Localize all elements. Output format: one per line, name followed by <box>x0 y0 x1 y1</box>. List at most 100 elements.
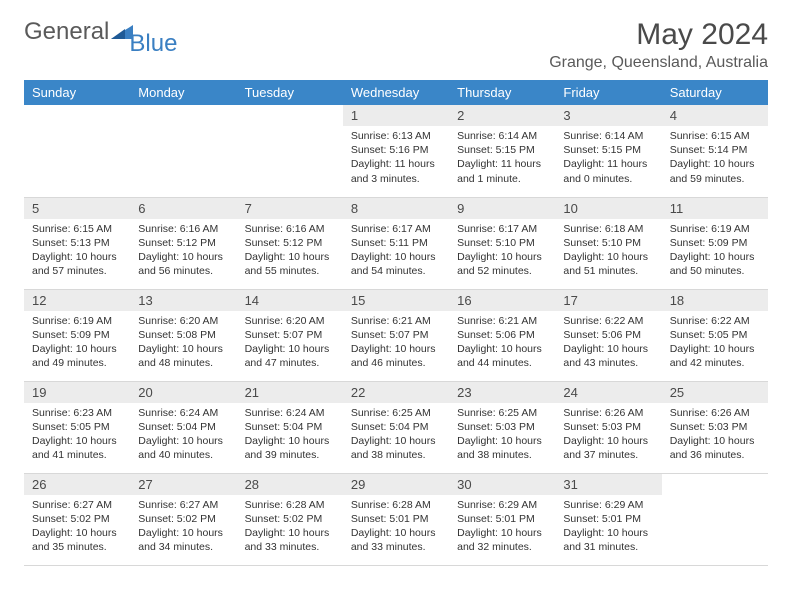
sunset-text: Sunset: 5:04 PM <box>245 420 335 434</box>
day-number: 12 <box>24 290 130 311</box>
day-number: 18 <box>662 290 768 311</box>
sunrise-text: Sunrise: 6:16 AM <box>138 222 228 236</box>
calendar-table: SundayMondayTuesdayWednesdayThursdayFrid… <box>24 80 768 566</box>
day-details: Sunrise: 6:20 AMSunset: 5:07 PMDaylight:… <box>237 311 343 374</box>
daylight-text: Daylight: 10 hours and 33 minutes. <box>351 526 441 554</box>
sunrise-text: Sunrise: 6:19 AM <box>670 222 760 236</box>
sunset-text: Sunset: 5:03 PM <box>457 420 547 434</box>
daylight-text: Daylight: 10 hours and 31 minutes. <box>563 526 653 554</box>
calendar-day-cell: 16Sunrise: 6:21 AMSunset: 5:06 PMDayligh… <box>449 289 555 381</box>
day-details: Sunrise: 6:13 AMSunset: 5:16 PMDaylight:… <box>343 126 449 189</box>
day-number: 31 <box>555 474 661 495</box>
sunrise-text: Sunrise: 6:27 AM <box>138 498 228 512</box>
day-details: Sunrise: 6:15 AMSunset: 5:14 PMDaylight:… <box>662 126 768 189</box>
day-details: Sunrise: 6:20 AMSunset: 5:08 PMDaylight:… <box>130 311 236 374</box>
sunset-text: Sunset: 5:05 PM <box>670 328 760 342</box>
calendar-day-cell: 19Sunrise: 6:23 AMSunset: 5:05 PMDayligh… <box>24 381 130 473</box>
day-header: Tuesday <box>237 80 343 105</box>
day-details: Sunrise: 6:28 AMSunset: 5:02 PMDaylight:… <box>237 495 343 558</box>
sunrise-text: Sunrise: 6:22 AM <box>670 314 760 328</box>
calendar-body: 1Sunrise: 6:13 AMSunset: 5:16 PMDaylight… <box>24 105 768 565</box>
day-details: Sunrise: 6:19 AMSunset: 5:09 PMDaylight:… <box>662 219 768 282</box>
sunset-text: Sunset: 5:15 PM <box>563 143 653 157</box>
daylight-text: Daylight: 10 hours and 49 minutes. <box>32 342 122 370</box>
daylight-text: Daylight: 10 hours and 33 minutes. <box>245 526 335 554</box>
calendar-week-row: 19Sunrise: 6:23 AMSunset: 5:05 PMDayligh… <box>24 381 768 473</box>
daylight-text: Daylight: 10 hours and 44 minutes. <box>457 342 547 370</box>
sunrise-text: Sunrise: 6:25 AM <box>351 406 441 420</box>
day-number: 25 <box>662 382 768 403</box>
sunrise-text: Sunrise: 6:17 AM <box>351 222 441 236</box>
calendar-day-cell: 31Sunrise: 6:29 AMSunset: 5:01 PMDayligh… <box>555 473 661 565</box>
daylight-text: Daylight: 10 hours and 37 minutes. <box>563 434 653 462</box>
day-details: Sunrise: 6:27 AMSunset: 5:02 PMDaylight:… <box>24 495 130 558</box>
day-number: 4 <box>662 105 768 126</box>
calendar-day-cell: 26Sunrise: 6:27 AMSunset: 5:02 PMDayligh… <box>24 473 130 565</box>
calendar-day-cell: 23Sunrise: 6:25 AMSunset: 5:03 PMDayligh… <box>449 381 555 473</box>
daylight-text: Daylight: 10 hours and 38 minutes. <box>351 434 441 462</box>
sunrise-text: Sunrise: 6:21 AM <box>457 314 547 328</box>
day-header: Monday <box>130 80 236 105</box>
sunset-text: Sunset: 5:01 PM <box>563 512 653 526</box>
calendar-week-row: 26Sunrise: 6:27 AMSunset: 5:02 PMDayligh… <box>24 473 768 565</box>
sunrise-text: Sunrise: 6:26 AM <box>563 406 653 420</box>
sunset-text: Sunset: 5:01 PM <box>457 512 547 526</box>
calendar-week-row: 5Sunrise: 6:15 AMSunset: 5:13 PMDaylight… <box>24 197 768 289</box>
calendar-day-cell: 6Sunrise: 6:16 AMSunset: 5:12 PMDaylight… <box>130 197 236 289</box>
sunrise-text: Sunrise: 6:26 AM <box>670 406 760 420</box>
sunrise-text: Sunrise: 6:19 AM <box>32 314 122 328</box>
day-number: 15 <box>343 290 449 311</box>
calendar-day-cell: 24Sunrise: 6:26 AMSunset: 5:03 PMDayligh… <box>555 381 661 473</box>
daylight-text: Daylight: 10 hours and 39 minutes. <box>245 434 335 462</box>
day-details: Sunrise: 6:26 AMSunset: 5:03 PMDaylight:… <box>555 403 661 466</box>
sunset-text: Sunset: 5:14 PM <box>670 143 760 157</box>
calendar-day-cell: 22Sunrise: 6:25 AMSunset: 5:04 PMDayligh… <box>343 381 449 473</box>
day-number: 14 <box>237 290 343 311</box>
day-details: Sunrise: 6:17 AMSunset: 5:11 PMDaylight:… <box>343 219 449 282</box>
calendar-day-cell: 4Sunrise: 6:15 AMSunset: 5:14 PMDaylight… <box>662 105 768 197</box>
daylight-text: Daylight: 10 hours and 32 minutes. <box>457 526 547 554</box>
daylight-text: Daylight: 10 hours and 56 minutes. <box>138 250 228 278</box>
calendar-day-cell: 11Sunrise: 6:19 AMSunset: 5:09 PMDayligh… <box>662 197 768 289</box>
sunset-text: Sunset: 5:03 PM <box>670 420 760 434</box>
calendar-week-row: 1Sunrise: 6:13 AMSunset: 5:16 PMDaylight… <box>24 105 768 197</box>
sunrise-text: Sunrise: 6:18 AM <box>563 222 653 236</box>
day-header: Sunday <box>24 80 130 105</box>
day-details: Sunrise: 6:22 AMSunset: 5:05 PMDaylight:… <box>662 311 768 374</box>
sunset-text: Sunset: 5:09 PM <box>32 328 122 342</box>
day-header-row: SundayMondayTuesdayWednesdayThursdayFrid… <box>24 80 768 105</box>
day-details: Sunrise: 6:25 AMSunset: 5:03 PMDaylight:… <box>449 403 555 466</box>
day-details: Sunrise: 6:21 AMSunset: 5:06 PMDaylight:… <box>449 311 555 374</box>
calendar-day-cell: 30Sunrise: 6:29 AMSunset: 5:01 PMDayligh… <box>449 473 555 565</box>
sunset-text: Sunset: 5:06 PM <box>563 328 653 342</box>
calendar-day-cell: 27Sunrise: 6:27 AMSunset: 5:02 PMDayligh… <box>130 473 236 565</box>
calendar-day-cell: 13Sunrise: 6:20 AMSunset: 5:08 PMDayligh… <box>130 289 236 381</box>
day-details: Sunrise: 6:23 AMSunset: 5:05 PMDaylight:… <box>24 403 130 466</box>
header: General Blue May 2024 Grange, Queensland… <box>24 18 768 72</box>
calendar-day-cell: 29Sunrise: 6:28 AMSunset: 5:01 PMDayligh… <box>343 473 449 565</box>
daylight-text: Daylight: 10 hours and 35 minutes. <box>32 526 122 554</box>
calendar-day-cell: 12 Sunrise: 6:19 AMSunset: 5:09 PMDayligh… <box>24 289 130 381</box>
daylight-text: Daylight: 10 hours and 34 minutes. <box>138 526 228 554</box>
day-details: Sunrise: 6:14 AMSunset: 5:15 PMDaylight:… <box>555 126 661 189</box>
daylight-text: Daylight: 10 hours and 59 minutes. <box>670 157 760 185</box>
day-number: 30 <box>449 474 555 495</box>
day-number: 10 <box>555 198 661 219</box>
day-number: 26 <box>24 474 130 495</box>
daylight-text: Daylight: 10 hours and 46 minutes. <box>351 342 441 370</box>
day-number: 6 <box>130 198 236 219</box>
day-details: Sunrise: 6:26 AMSunset: 5:03 PMDaylight:… <box>662 403 768 466</box>
day-details: Sunrise: 6:28 AMSunset: 5:01 PMDaylight:… <box>343 495 449 558</box>
sunrise-text: Sunrise: 6:21 AM <box>351 314 441 328</box>
day-details: Sunrise: 6:29 AMSunset: 5:01 PMDaylight:… <box>449 495 555 558</box>
day-number: 24 <box>555 382 661 403</box>
daylight-text: Daylight: 10 hours and 38 minutes. <box>457 434 547 462</box>
day-details: Sunrise: 6:22 AMSunset: 5:06 PMDaylight:… <box>555 311 661 374</box>
daylight-text: Daylight: 10 hours and 51 minutes. <box>563 250 653 278</box>
day-header: Saturday <box>662 80 768 105</box>
day-details: Sunrise: 6:16 AMSunset: 5:12 PMDaylight:… <box>237 219 343 282</box>
calendar-empty-cell <box>130 105 236 197</box>
sunrise-text: Sunrise: 6:22 AM <box>563 314 653 328</box>
day-number: 23 <box>449 382 555 403</box>
day-number: 29 <box>343 474 449 495</box>
